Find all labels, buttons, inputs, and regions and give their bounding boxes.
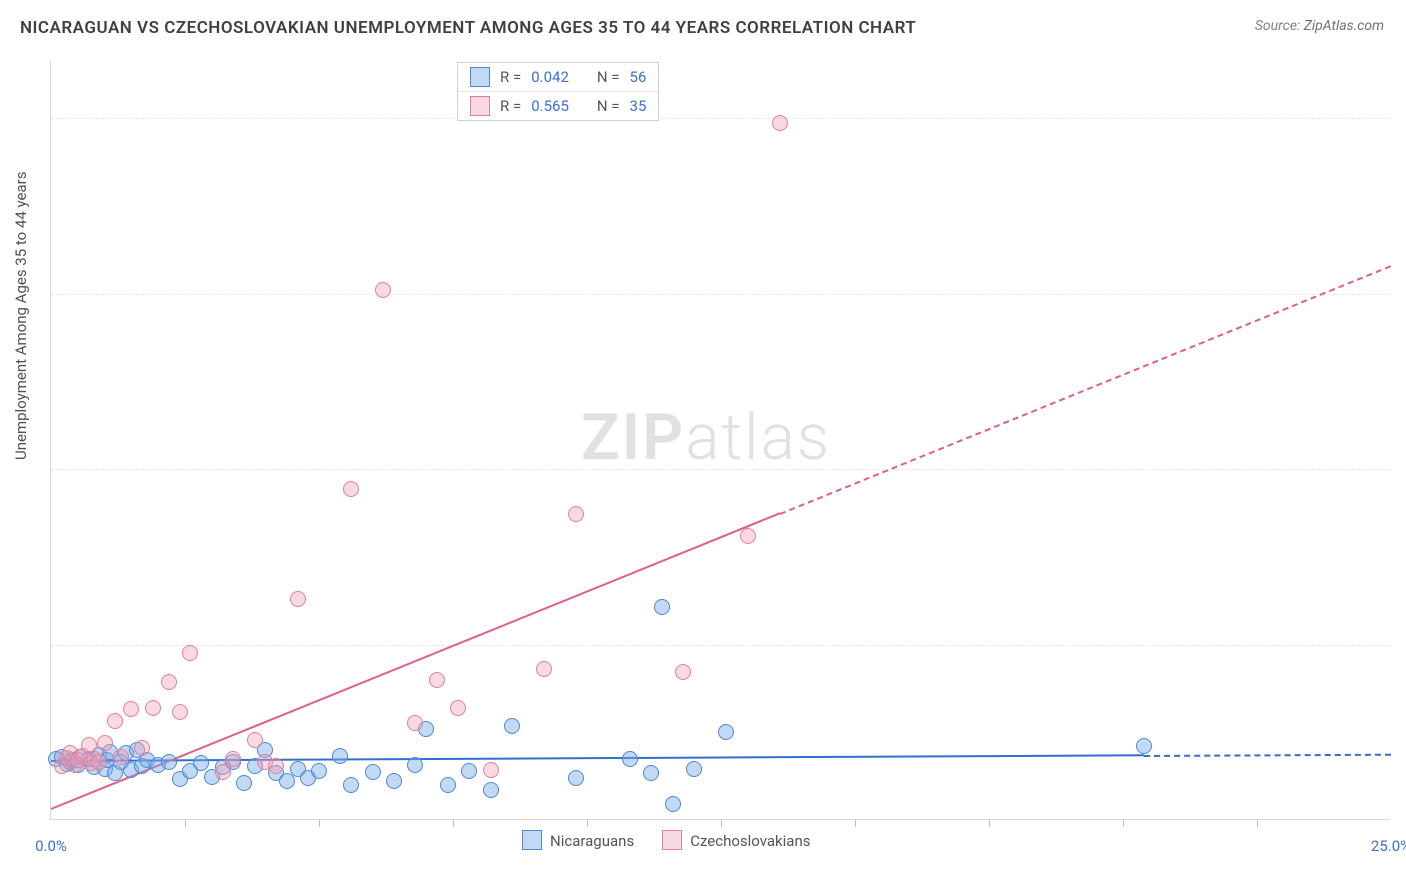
scatter-point [107,713,123,729]
scatter-point [675,664,691,680]
source-label: Source: ZipAtlas.com [1255,18,1384,34]
scatter-point [236,775,252,791]
scatter-point [504,718,520,734]
scatter-point [461,763,477,779]
watermark-bold: ZIP [581,400,685,475]
scatter-point [686,761,702,777]
trend-line [1144,753,1391,756]
y-tick-label: 30.0% [1394,460,1406,478]
scatter-point [643,765,659,781]
scatter-point [247,732,263,748]
x-minor-tick [989,819,990,827]
scatter-point [568,770,584,786]
scatter-point [450,700,466,716]
scatter-point [665,796,681,812]
x-minor-tick [1123,819,1124,827]
gridline-h [51,118,1390,119]
source-value: ZipAtlas.com [1304,18,1384,34]
y-axis-label: Unemployment Among Ages 35 to 44 years [12,172,30,460]
scatter-point [440,777,456,793]
scatter-point [268,758,284,774]
scatter-point [343,777,359,793]
scatter-point [429,672,445,688]
trend-line [780,265,1392,515]
scatter-point [134,740,150,756]
scatter-point [123,701,139,717]
x-minor-tick [1257,819,1258,827]
r-label: R = [500,68,521,86]
watermark: ZIPatlas [581,400,831,475]
gridline-h [51,469,1390,470]
scatter-point [91,754,107,770]
r-label: R = [500,97,521,115]
scatter-point [311,763,327,779]
scatter-point [386,773,402,789]
x-minor-tick [587,819,588,827]
scatter-point [172,704,188,720]
scatter-point [145,700,161,716]
scatter-point [1136,738,1152,754]
scatter-point [375,282,391,298]
legend-label: Nicaraguans [550,832,634,850]
scatter-point [225,751,241,767]
y-tick-label: 60.0% [1394,109,1406,127]
watermark-light: atlas [685,400,831,475]
x-minor-tick [453,819,454,827]
scatter-point [279,773,295,789]
legend-swatch-icon [470,96,490,116]
scatter-point [290,591,306,607]
scatter-point [97,735,113,751]
trend-line [51,755,1144,763]
scatter-point [332,748,348,764]
chart-title: NICARAGUAN VS CZECHOSLOVAKIAN UNEMPLOYME… [20,18,916,38]
legend-swatch-icon [662,830,682,850]
scatter-point [772,115,788,131]
scatter-point [407,715,423,731]
legend-item: Nicaraguans [522,830,634,850]
legend-swatch-icon [470,67,490,87]
legend: Nicaraguans Czechoslovakians [522,830,810,850]
scatter-point [483,762,499,778]
scatter-point [718,724,734,740]
scatter-point [182,645,198,661]
legend-swatch-icon [522,830,542,850]
x-tick-label: 0.0% [35,837,67,855]
scatter-point [740,528,756,544]
scatter-point [622,751,638,767]
scatter-point [536,661,552,677]
correlation-row: R = 0.565 N = 35 [458,91,658,120]
scatter-point [654,599,670,615]
gridline-h [51,294,1390,295]
legend-label: Czechoslovakians [690,832,810,850]
scatter-point [215,764,231,780]
scatter-point [193,755,209,771]
scatter-point [407,757,423,773]
y-tick-label: 45.0% [1394,285,1406,303]
scatter-point [161,674,177,690]
scatter-point [343,481,359,497]
n-label: N = [597,97,620,115]
x-minor-tick [855,819,856,827]
n-value: 35 [630,97,647,115]
gridline-h [51,645,1390,646]
y-tick-label: 15.0% [1394,636,1406,654]
scatter-point [568,506,584,522]
scatter-point [483,782,499,798]
x-minor-tick [721,819,722,827]
correlation-box: R = 0.042 N = 56 R = 0.565 N = 35 [457,62,659,121]
x-minor-tick [319,819,320,827]
n-label: N = [597,68,620,86]
x-tick-label: 25.0% [1371,837,1406,855]
plot-area: ZIPatlas 15.0%30.0%45.0%60.0%0.0%25.0% [50,60,1390,820]
scatter-point [113,749,129,765]
legend-item: Czechoslovakians [662,830,810,850]
scatter-point [365,764,381,780]
correlation-row: R = 0.042 N = 56 [458,63,658,91]
r-value: 0.042 [531,68,569,86]
r-value: 0.565 [531,97,569,115]
x-minor-tick [185,819,186,827]
scatter-point [161,754,177,770]
n-value: 56 [630,68,647,86]
source-prefix: Source: [1255,18,1300,34]
